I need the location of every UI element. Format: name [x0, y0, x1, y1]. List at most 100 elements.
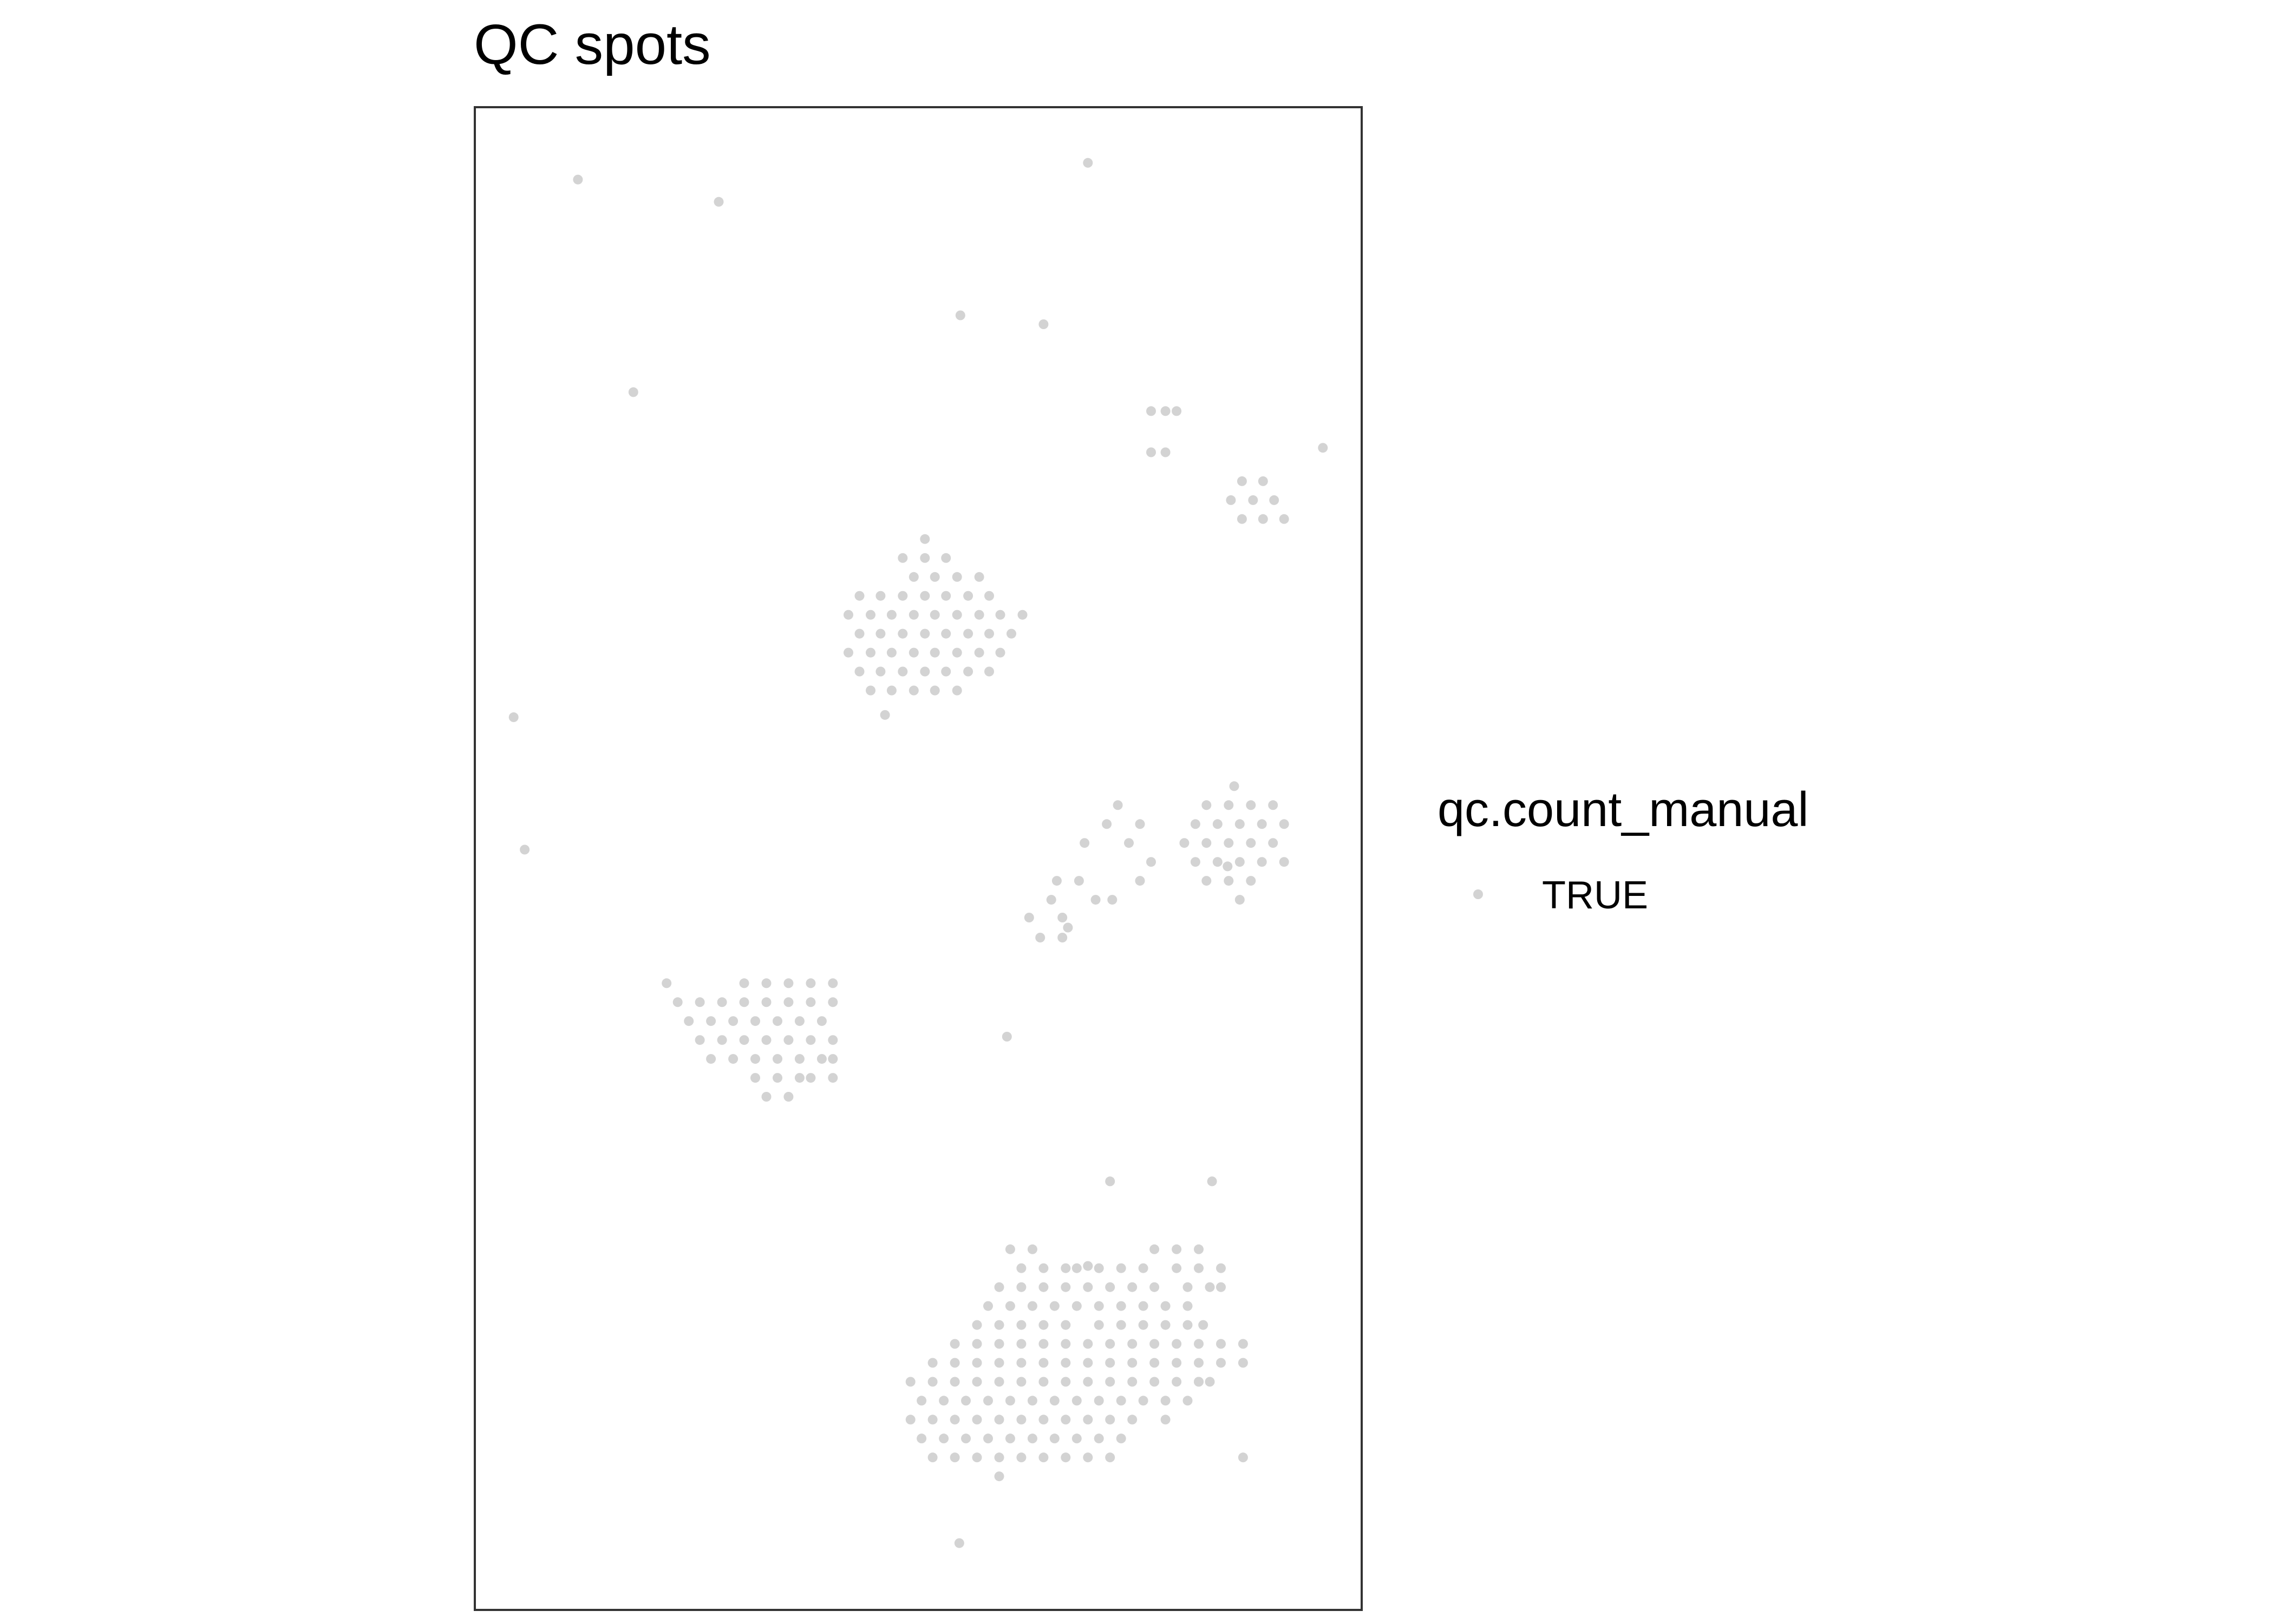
data-point — [1182, 1396, 1193, 1406]
data-point — [1135, 819, 1145, 829]
plot-panel — [474, 106, 1363, 1611]
data-point — [794, 1054, 805, 1064]
data-point — [950, 1452, 960, 1463]
data-point — [1279, 819, 1289, 829]
data-point — [728, 1054, 739, 1064]
data-point — [927, 1358, 938, 1368]
data-point — [1179, 838, 1190, 848]
data-point — [909, 610, 919, 620]
data-point — [1080, 838, 1090, 848]
data-point — [714, 197, 724, 207]
data-point — [1094, 1320, 1104, 1330]
data-point — [1194, 1377, 1204, 1387]
data-point — [1005, 1301, 1015, 1311]
data-point — [1257, 819, 1267, 829]
data-point — [1194, 1339, 1204, 1349]
data-point — [1071, 1433, 1082, 1444]
data-point — [828, 997, 838, 1007]
data-point — [1116, 1301, 1126, 1311]
data-point — [1234, 857, 1245, 867]
data-point — [1160, 406, 1171, 416]
data-point — [920, 553, 930, 563]
data-point — [1057, 913, 1068, 922]
data-point — [1190, 819, 1200, 829]
points-layer — [508, 158, 1328, 1548]
data-point — [972, 1320, 982, 1330]
data-point — [875, 628, 886, 639]
data-point — [1149, 1282, 1160, 1292]
data-point — [930, 610, 940, 620]
data-point — [1016, 1263, 1027, 1273]
data-point — [1237, 476, 1247, 486]
data-point — [783, 997, 794, 1007]
data-point — [1172, 1244, 1182, 1254]
data-point — [1083, 1358, 1093, 1368]
data-point — [1194, 1244, 1204, 1254]
data-point — [1094, 1433, 1104, 1444]
data-point — [1016, 1377, 1027, 1387]
data-point — [1205, 1377, 1215, 1387]
data-point — [950, 1415, 960, 1425]
data-point — [927, 1452, 938, 1463]
data-point — [783, 978, 794, 988]
data-point — [983, 1301, 993, 1311]
data-point — [984, 666, 994, 677]
data-point — [706, 1016, 716, 1026]
data-point — [1061, 1452, 1071, 1463]
data-point — [909, 685, 919, 696]
data-point — [854, 666, 865, 677]
data-point — [898, 666, 908, 677]
data-point — [1172, 1263, 1182, 1273]
data-point — [1138, 1396, 1148, 1406]
data-point — [761, 1035, 772, 1045]
data-point — [1160, 1415, 1171, 1425]
data-point — [880, 710, 890, 720]
data-point — [1224, 876, 1234, 886]
data-point — [1061, 1415, 1071, 1425]
data-point — [984, 628, 994, 639]
data-point — [1201, 800, 1212, 810]
data-point — [1049, 1396, 1060, 1406]
data-point — [1038, 1452, 1049, 1463]
data-point — [974, 610, 984, 620]
data-point — [1146, 447, 1156, 457]
data-point — [972, 1339, 982, 1349]
data-point — [1269, 495, 1279, 505]
data-point — [1268, 838, 1278, 848]
data-point — [961, 1433, 971, 1444]
data-point — [1016, 1415, 1027, 1425]
data-point — [1237, 514, 1247, 524]
legend-entry-true: TRUE — [1542, 874, 1648, 917]
data-point — [783, 1092, 794, 1102]
data-point — [974, 572, 984, 582]
data-point — [1207, 1176, 1217, 1187]
data-point — [1005, 1433, 1015, 1444]
data-point — [927, 1415, 938, 1425]
data-point — [684, 1016, 694, 1026]
data-point — [909, 572, 919, 582]
data-point — [930, 685, 940, 696]
data-point — [1083, 158, 1093, 168]
data-point — [1116, 1320, 1126, 1330]
data-point — [1105, 1282, 1115, 1292]
data-point — [1172, 1377, 1182, 1387]
data-point — [773, 1073, 782, 1083]
data-point — [1049, 1301, 1060, 1311]
data-point — [1194, 1358, 1204, 1368]
data-point — [955, 310, 965, 320]
data-point — [1038, 1358, 1049, 1368]
data-point — [972, 1415, 982, 1425]
data-point — [974, 647, 984, 658]
data-point — [1160, 1320, 1171, 1330]
data-point — [994, 1282, 1004, 1292]
data-point — [1090, 895, 1101, 905]
data-point — [1127, 1339, 1138, 1349]
data-point — [1201, 876, 1212, 886]
data-point — [1027, 1433, 1037, 1444]
data-point — [866, 647, 875, 658]
data-point — [1127, 1415, 1138, 1425]
data-point — [1172, 1339, 1182, 1349]
data-point — [1094, 1263, 1104, 1273]
data-point — [1083, 1452, 1093, 1463]
data-point — [1083, 1415, 1093, 1425]
